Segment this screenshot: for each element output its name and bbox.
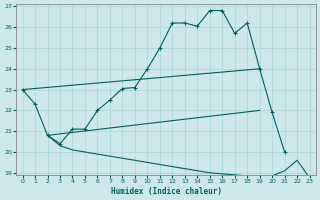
X-axis label: Humidex (Indice chaleur): Humidex (Indice chaleur) bbox=[111, 187, 221, 196]
